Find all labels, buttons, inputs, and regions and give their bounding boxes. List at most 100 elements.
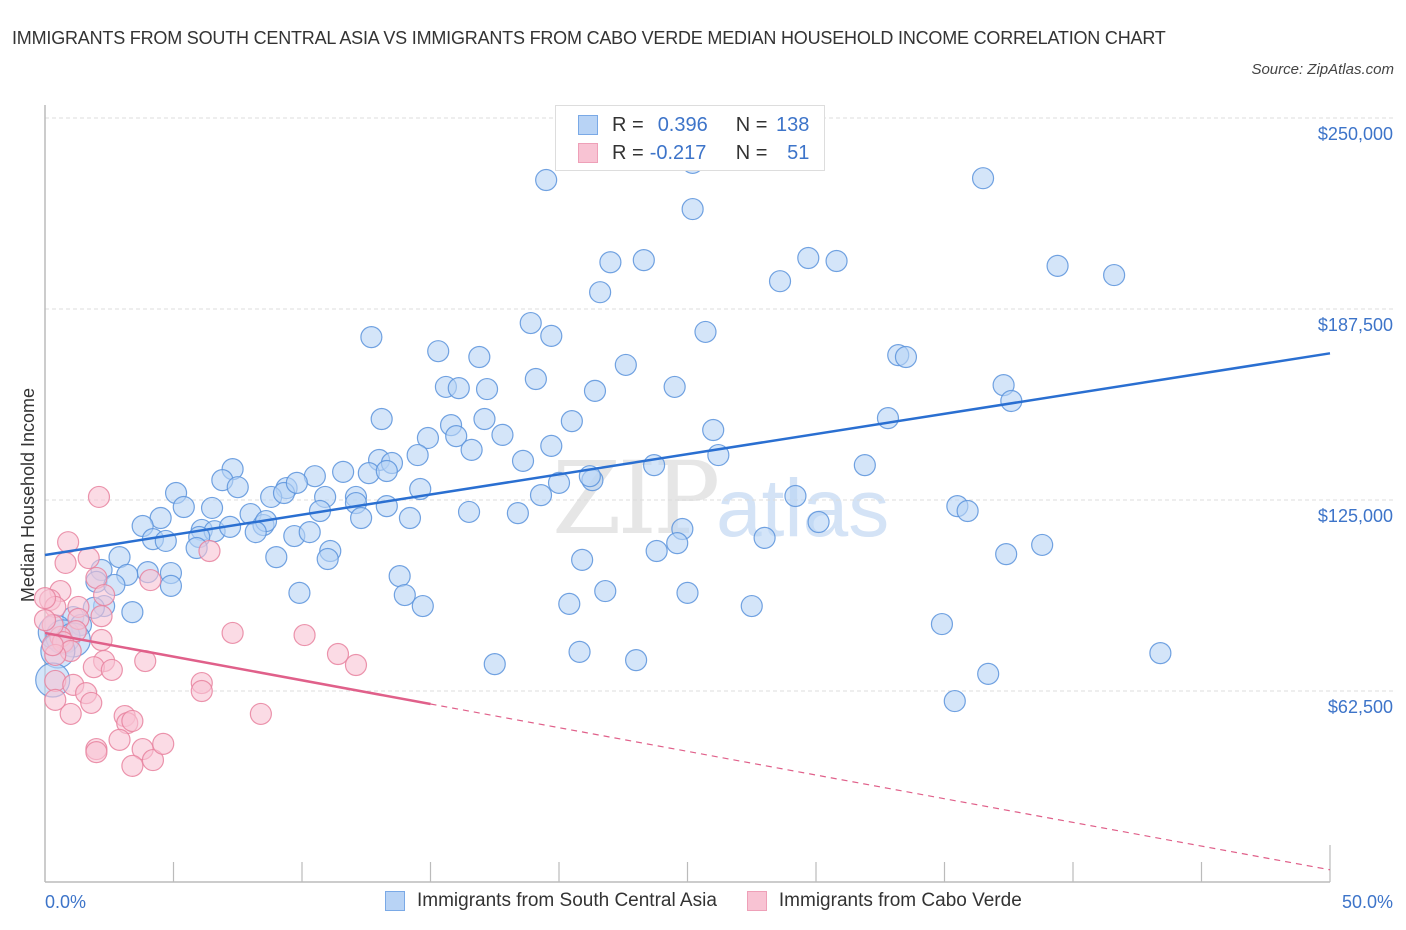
y-tick-label: $250,000	[1318, 124, 1393, 144]
data-point	[956, 499, 979, 523]
data-point	[54, 551, 77, 575]
data-point	[77, 546, 100, 570]
data-point	[427, 340, 450, 363]
data-point	[568, 640, 591, 663]
data-point	[90, 605, 113, 628]
data-point	[589, 281, 612, 304]
data-point	[200, 496, 224, 520]
y-tick-label: $187,500	[1318, 315, 1393, 335]
legend-r-value: -0.217	[649, 141, 707, 164]
data-point	[519, 311, 542, 335]
data-point	[316, 547, 339, 571]
data-point	[33, 609, 57, 632]
data-point	[483, 653, 506, 676]
data-point	[1149, 642, 1172, 665]
data-point	[85, 741, 108, 764]
data-point	[190, 679, 213, 703]
data-point	[416, 426, 440, 450]
trend-line-south-central-asia	[44, 352, 1331, 557]
series-south-central-asia	[35, 151, 1172, 713]
data-point	[33, 586, 57, 610]
legend-item-cabo-verde: Immigrants from Cabo Verde	[746, 890, 1022, 912]
data-point	[624, 649, 648, 672]
legend-n-label: N =	[735, 141, 768, 164]
data-point	[393, 583, 416, 607]
data-point	[506, 502, 529, 525]
data-point	[614, 353, 637, 377]
x-tick-label: 0.0%	[45, 892, 86, 912]
data-point	[676, 581, 699, 605]
data-point	[702, 418, 725, 442]
data-point	[41, 634, 64, 657]
y-axis-title: Median Household Income	[18, 388, 38, 602]
data-point	[244, 520, 267, 544]
series-legend: Immigrants from South Central Asia Immig…	[385, 890, 1052, 912]
series-cabo-verde	[33, 485, 368, 777]
data-point	[154, 529, 177, 553]
data-point	[457, 500, 481, 524]
data-point	[583, 379, 607, 403]
data-point	[411, 594, 434, 618]
data-point	[740, 594, 763, 618]
data-point	[560, 410, 583, 433]
data-point	[375, 459, 398, 483]
watermark-atlas: atlas	[716, 463, 890, 554]
data-point	[645, 539, 668, 563]
data-point	[326, 642, 350, 666]
data-point	[632, 249, 655, 272]
data-point	[221, 621, 244, 645]
trend-line-cabo-verde-extrapolated	[430, 703, 1331, 871]
legend-n-value: 138	[776, 113, 810, 136]
data-point	[44, 669, 67, 693]
legend-swatch-pink	[746, 891, 767, 911]
data-point	[141, 748, 165, 772]
data-point	[87, 485, 111, 509]
data-point	[298, 520, 321, 544]
data-point	[350, 506, 373, 530]
data-point	[475, 377, 499, 401]
data-point	[943, 689, 966, 713]
axis-labels: $62,500 $125,000 $187,500 $250,000 0.0% 50.0%…	[18, 124, 1393, 912]
data-point	[249, 702, 272, 726]
data-point	[90, 628, 113, 652]
source-label: Source: ZipAtlas.com	[1251, 61, 1394, 78]
data-point	[80, 691, 103, 715]
data-point	[547, 471, 571, 494]
data-point	[977, 662, 1000, 685]
legend-n-label: N =	[735, 113, 768, 136]
data-point	[540, 434, 563, 458]
data-point	[853, 454, 876, 477]
data-point	[108, 728, 131, 751]
data-point	[558, 592, 581, 616]
data-point	[59, 702, 82, 726]
data-point	[825, 249, 848, 273]
data-point	[198, 539, 221, 563]
data-point	[571, 548, 594, 571]
data-point	[491, 423, 514, 447]
data-point	[1046, 254, 1069, 278]
data-point	[663, 375, 686, 399]
legend-label: Immigrants from South Central Asia	[417, 890, 717, 911]
data-point	[172, 495, 195, 519]
legend-swatch-blue	[385, 891, 405, 911]
data-point	[473, 407, 496, 431]
data-point	[121, 754, 144, 777]
legend-row-cabo-verde: R = -0.217 N = 51	[578, 141, 809, 165]
data-point	[288, 581, 311, 605]
data-point	[121, 601, 144, 624]
legend-swatch-pink	[578, 143, 598, 163]
data-point	[370, 407, 393, 431]
data-point	[694, 320, 717, 344]
data-point	[100, 658, 123, 682]
y-tick-label: $62,500	[1328, 697, 1393, 717]
legend-n-value: 51	[787, 141, 810, 164]
correlation-legend: R = 0.396 N = 138 R = -0.217 N = 51	[555, 105, 825, 171]
data-point	[445, 425, 468, 448]
data-point	[797, 246, 820, 270]
data-point	[540, 324, 563, 347]
data-point	[681, 197, 704, 221]
data-point	[930, 612, 954, 636]
data-point	[406, 443, 429, 467]
data-point	[159, 574, 183, 597]
